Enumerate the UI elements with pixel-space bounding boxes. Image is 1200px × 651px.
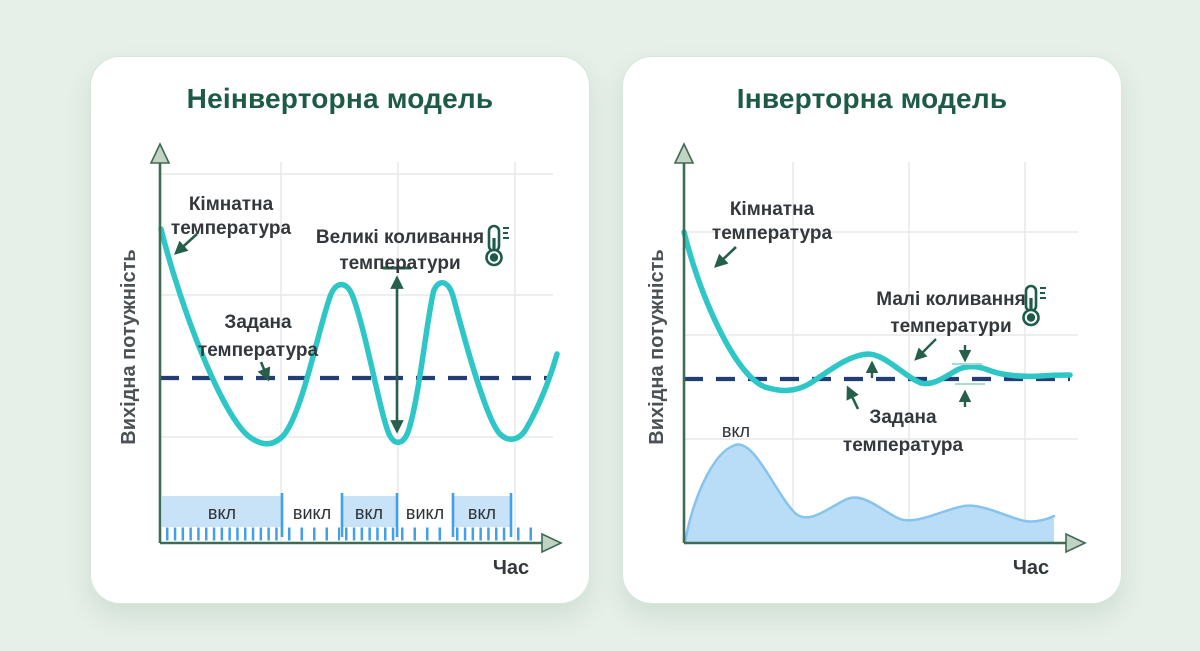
x-axis-label: Час — [1013, 557, 1049, 579]
set-temp-arrow — [846, 385, 860, 410]
fluctuation-label-line1: Малі коливання — [876, 289, 1025, 310]
noninverter-title: Неінверторна модель — [186, 83, 494, 114]
room-temp-label-line1: Кімнатна — [730, 199, 815, 220]
room-temp-label-line2: температура — [171, 218, 292, 239]
room-temp-arrow — [173, 233, 198, 255]
inverter-title: Інверторна модель — [736, 83, 1008, 114]
room-temp-label-line2: температура — [712, 223, 833, 244]
y-axis-label: Вихідна потужність — [118, 249, 140, 444]
segment-label-on-2: вкл — [355, 503, 383, 523]
panel-inverter: Інверторна модель — [622, 56, 1122, 604]
y-axis-arrowhead — [673, 142, 695, 164]
set-temp-arrow — [257, 361, 271, 382]
y-axis-label: Вихідна потужність — [646, 249, 668, 444]
segment-label-on-1: вкл — [208, 503, 236, 523]
segment-label-on-3: вкл — [468, 503, 496, 523]
set-temp-label-line1: Задана — [224, 312, 292, 333]
axes — [673, 142, 1087, 554]
x-axis-arrowhead — [541, 532, 563, 554]
fluctuation-label-line1: Великі коливання — [316, 227, 484, 248]
room-temp-arrow — [714, 246, 737, 268]
y-axis-arrowhead — [149, 142, 171, 164]
gridlines — [685, 162, 1078, 541]
x-axis-label: Час — [493, 557, 529, 579]
x-axis-arrowhead — [1065, 532, 1087, 554]
fluctuation-double-arrow — [383, 266, 411, 434]
inverter-chart: Кімнатна температура Малі коливання темп… — [646, 142, 1087, 579]
set-temp-label-line2: температура — [198, 340, 319, 361]
power-on-label: вкл — [722, 421, 750, 441]
room-temperature-curve — [681, 229, 1073, 394]
power-output-wave — [683, 443, 1056, 545]
panel-noninverter: Неінверторна модель — [90, 56, 590, 604]
room-temperature-curve — [158, 226, 560, 447]
segment-label-off-1: викл — [293, 503, 331, 523]
segment-label-off-2: викл — [406, 503, 444, 523]
fluctuation-label-line2: температури — [339, 253, 460, 274]
axes — [149, 142, 563, 554]
thermometer-icon — [485, 224, 509, 267]
set-temp-label-line1: Задана — [869, 407, 937, 428]
noninverter-chart: вкл викл вкл викл вкл Кімнатна температу… — [118, 142, 563, 579]
thermometer-icon — [1022, 284, 1046, 327]
room-temp-label-line1: Кімнатна — [189, 194, 274, 215]
set-temp-label-line2: температура — [843, 435, 964, 456]
fluctuation-label-line2: температури — [890, 316, 1011, 337]
small-fluctuation-arrows — [865, 338, 985, 407]
compressor-strip: вкл викл вкл викл вкл — [162, 493, 537, 541]
